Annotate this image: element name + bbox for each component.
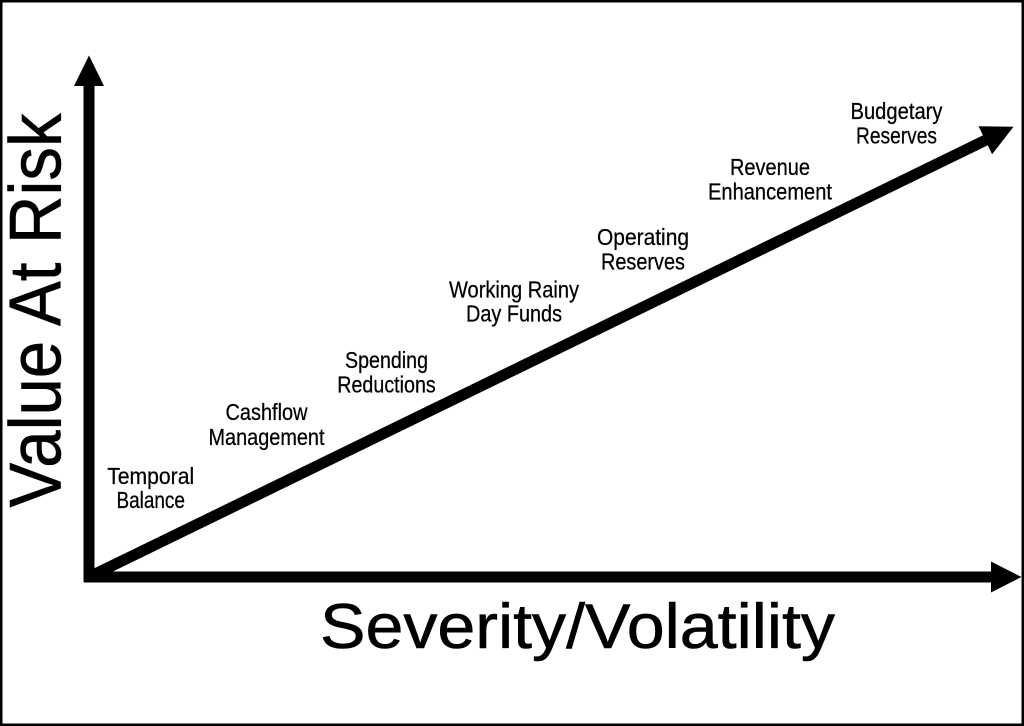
svg-text:Working Rainy: Working Rainy [449,277,579,303]
svg-text:Operating: Operating [597,224,689,250]
svg-text:Temporal: Temporal [107,463,194,489]
svg-text:Severity/Volatility: Severity/Volatility [320,592,836,662]
svg-text:Balance: Balance [116,487,185,513]
svg-text:Management: Management [209,424,326,450]
svg-text:Reductions: Reductions [337,372,436,398]
svg-text:Reserves: Reserves [856,123,937,149]
svg-text:Reserves: Reserves [601,249,685,275]
svg-text:Revenue: Revenue [730,154,810,180]
svg-text:Budgetary: Budgetary [851,98,943,124]
svg-text:Day Funds: Day Funds [466,301,562,327]
svg-text:Enhancement: Enhancement [708,179,833,205]
svg-text:Cashflow: Cashflow [226,399,308,425]
svg-text:Value At Risk: Value At Risk [0,113,77,507]
svg-text:Spending: Spending [345,347,428,373]
